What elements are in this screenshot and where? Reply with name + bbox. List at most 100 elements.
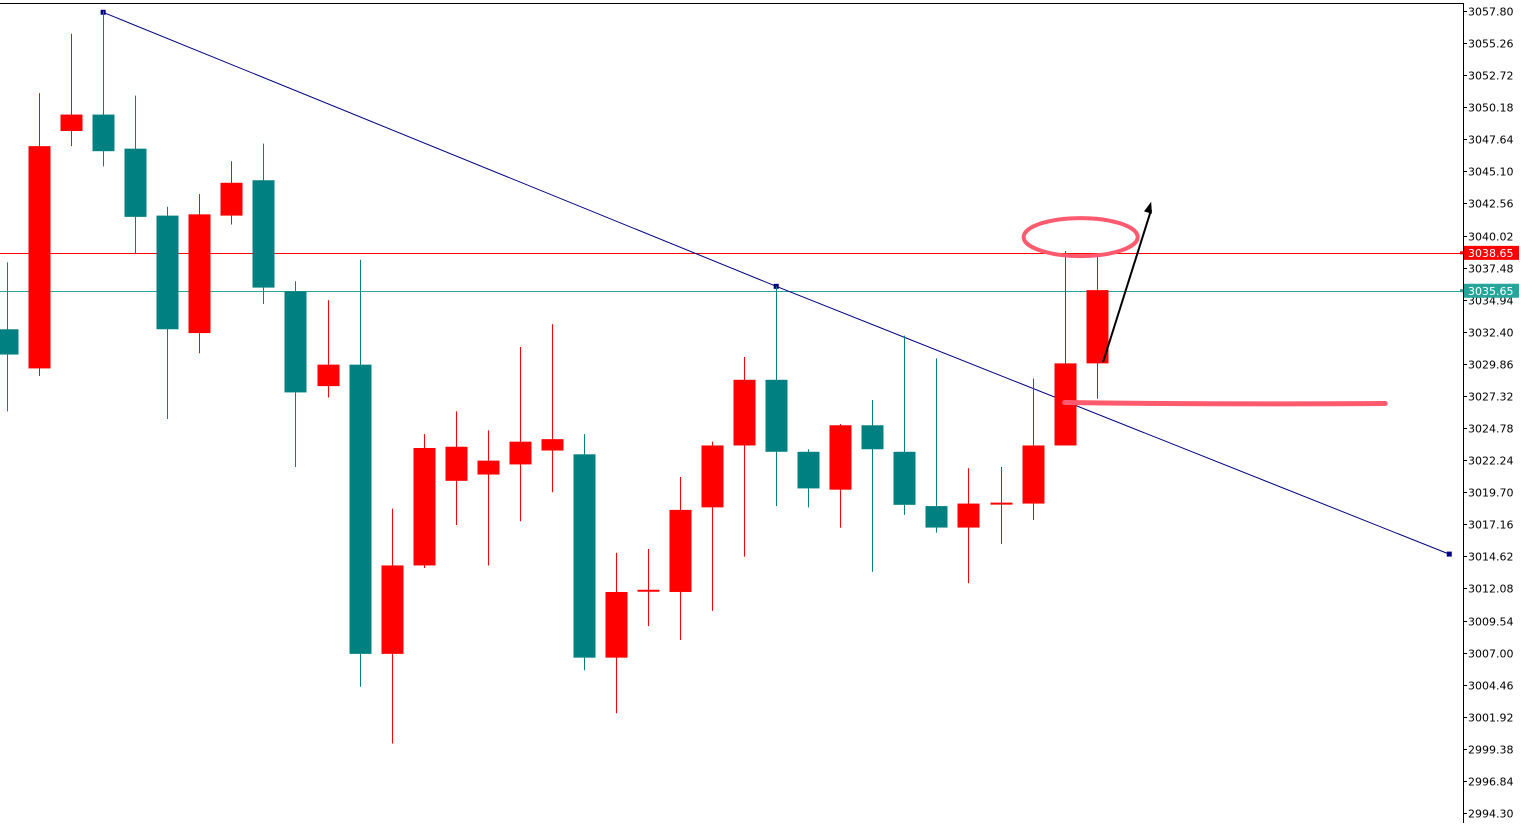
candle bbox=[797, 449, 820, 508]
candle bbox=[284, 281, 307, 467]
candle bbox=[92, 11, 115, 167]
candle bbox=[477, 430, 500, 566]
axis-tick-label: 2996.84 bbox=[1468, 776, 1514, 789]
candle bbox=[445, 411, 468, 526]
axis-tick-label: 3055.26 bbox=[1468, 38, 1514, 51]
candle-body bbox=[1086, 290, 1109, 364]
candle-body bbox=[541, 439, 564, 451]
axis-tick-label: 2999.38 bbox=[1468, 744, 1514, 757]
axis-tick-label: 3019.70 bbox=[1468, 487, 1514, 500]
candle bbox=[413, 434, 436, 568]
axis-tick-label: 3032.40 bbox=[1468, 327, 1514, 340]
candle bbox=[156, 206, 179, 419]
candle bbox=[349, 259, 372, 687]
axis-tick-label: 3017.16 bbox=[1468, 519, 1514, 532]
candle bbox=[541, 324, 564, 493]
candle-body bbox=[605, 591, 628, 658]
candle-body bbox=[124, 148, 147, 217]
candle bbox=[1022, 378, 1045, 520]
candle bbox=[188, 194, 211, 354]
axis-tick-label: 3052.72 bbox=[1468, 70, 1514, 83]
candle-body bbox=[381, 565, 404, 654]
candle bbox=[1054, 250, 1077, 446]
price-lines bbox=[0, 253, 1463, 292]
candle-body bbox=[477, 460, 500, 475]
axis-tick-label: 3004.46 bbox=[1468, 680, 1514, 693]
price-tag-label: 3038.65 bbox=[1468, 247, 1514, 260]
candle bbox=[701, 441, 724, 611]
candle bbox=[861, 400, 884, 572]
axis-tick-label: 3047.64 bbox=[1468, 134, 1514, 147]
candle bbox=[509, 346, 532, 522]
annotation-underline bbox=[1062, 400, 1388, 407]
axis-tick-label: 3040.02 bbox=[1468, 231, 1514, 244]
candle-body bbox=[509, 441, 532, 465]
axis-tick-label: 3007.00 bbox=[1468, 648, 1514, 661]
annotations bbox=[1021, 201, 1388, 407]
candle bbox=[60, 33, 83, 147]
candle-body bbox=[349, 364, 372, 654]
price-axis[interactable]: 3057.80 3055.26 3052.72 3050.18 3047.64 3045.… bbox=[1463, 6, 1514, 821]
candle bbox=[28, 93, 51, 377]
price-tag-0: 3038.65 bbox=[1460, 245, 1519, 260]
candle-body bbox=[445, 446, 468, 481]
candle-body bbox=[701, 445, 724, 508]
candles bbox=[0, 11, 1109, 744]
candle-body bbox=[733, 379, 756, 446]
axis-tick-label: 3014.62 bbox=[1468, 551, 1514, 564]
candle bbox=[381, 508, 404, 744]
candle-body bbox=[156, 215, 179, 330]
price-tag-label: 3035.65 bbox=[1468, 285, 1514, 298]
axis-tick-label: 3057.80 bbox=[1468, 6, 1514, 19]
trendline-anchor-2[interactable] bbox=[1446, 551, 1452, 557]
price-tag-marker bbox=[1460, 251, 1463, 255]
annotation-ellipse bbox=[1021, 216, 1140, 259]
axis-tick-label: 3029.86 bbox=[1468, 359, 1514, 372]
axis-tick-label: 2994.30 bbox=[1468, 808, 1514, 821]
candle bbox=[1086, 253, 1109, 399]
candle bbox=[0, 262, 19, 412]
candle-body bbox=[573, 454, 596, 658]
candle-body bbox=[92, 114, 115, 152]
candle bbox=[829, 423, 852, 528]
axis-tick-label: 3001.92 bbox=[1468, 712, 1514, 725]
candle bbox=[220, 161, 243, 225]
axis-tick-label: 3045.10 bbox=[1468, 166, 1514, 179]
candle-body bbox=[925, 506, 948, 528]
axis-tick-label: 3050.18 bbox=[1468, 102, 1514, 115]
candle bbox=[925, 358, 948, 533]
candle-body bbox=[60, 114, 83, 131]
axis-tick-label: 3024.78 bbox=[1468, 423, 1514, 436]
axis-tick-label: 3042.56 bbox=[1468, 198, 1514, 211]
candle bbox=[733, 357, 756, 557]
price-tag-marker bbox=[1460, 289, 1463, 293]
annotation-arrow-shaft bbox=[1102, 209, 1153, 363]
annotation-arrow-head bbox=[1144, 201, 1152, 214]
candle-body bbox=[317, 364, 340, 387]
candle-body bbox=[765, 379, 788, 452]
candle-body bbox=[893, 451, 916, 505]
chart-frame bbox=[0, 3, 1464, 823]
candle bbox=[573, 434, 596, 671]
candle-body bbox=[957, 503, 980, 528]
candle bbox=[317, 300, 340, 398]
candle bbox=[669, 477, 692, 640]
candle-body bbox=[1022, 445, 1045, 504]
axis-tick-label: 3037.48 bbox=[1468, 263, 1514, 276]
candle bbox=[605, 552, 628, 714]
candle-body bbox=[28, 146, 51, 369]
candle-body bbox=[829, 425, 852, 490]
candle bbox=[252, 143, 275, 305]
price-tags: 3038.65 3035.65 bbox=[1460, 245, 1519, 298]
candle bbox=[637, 549, 660, 627]
axis-tick-label: 3009.54 bbox=[1468, 616, 1514, 629]
axis-tick-label: 3022.24 bbox=[1468, 455, 1514, 468]
candle-body bbox=[797, 451, 820, 489]
candle-body bbox=[861, 425, 884, 450]
candle-body bbox=[669, 509, 692, 592]
axis-tick-label: 3012.08 bbox=[1468, 583, 1514, 596]
candle bbox=[765, 286, 788, 507]
axis-tick-label: 3027.32 bbox=[1468, 391, 1514, 404]
